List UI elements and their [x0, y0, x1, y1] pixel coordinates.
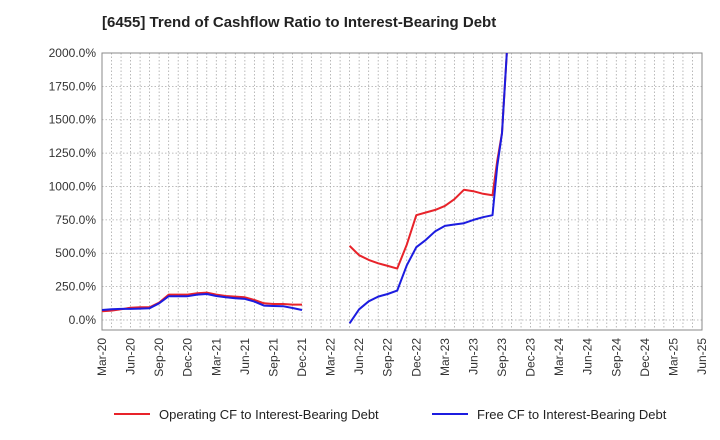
x-tick-label: Mar-23: [438, 338, 452, 376]
x-tick-label: Dec-21: [295, 338, 309, 377]
series-line-0-segment-0: [101, 291, 302, 313]
x-tick-label: Mar-22: [324, 338, 338, 376]
legend-item-operating-cf: Operating CF to Interest-Bearing Debt: [114, 404, 379, 424]
y-tick-label: 750.0%: [55, 213, 96, 227]
series-line-1-segment-1: [348, 52, 508, 324]
series-layer: [101, 52, 508, 324]
x-tick-label: Sep-22: [381, 338, 395, 377]
y-tick-label: 0.0%: [69, 313, 97, 327]
plot-frame: [101, 52, 703, 331]
x-tick-label: Jun-22: [352, 338, 366, 375]
legend-swatch-free-cf: [432, 413, 468, 415]
x-tick-label: Sep-21: [266, 338, 280, 377]
x-tick-label: Dec-23: [524, 338, 538, 377]
x-tick-label: Mar-20: [95, 338, 109, 376]
legend-swatch-operating-cf: [114, 413, 150, 415]
chart-title: [6455] Trend of Cashflow Ratio to Intere…: [102, 14, 497, 31]
series-line-1-segment-0: [101, 293, 303, 311]
axis-layer: 0.0% 250.0% 500.0% 750.0% 1000.0% 1250.0% 1500…: [49, 46, 709, 377]
x-tick-label: Dec-24: [638, 338, 652, 377]
legend-item-free-cf: Free CF to Interest-Bearing Debt: [432, 404, 666, 424]
x-tick-label: Mar-21: [209, 338, 223, 376]
y-tick-label: 500.0%: [55, 246, 96, 260]
series-line-0-segment-1: [348, 52, 508, 270]
x-tick-label: Dec-22: [409, 338, 423, 377]
x-tick-label: Mar-25: [666, 338, 680, 376]
x-tick-label: Jun-24: [581, 338, 595, 375]
x-tick-label: Dec-20: [181, 338, 195, 377]
legend-label-operating-cf: Operating CF to Interest-Bearing Debt: [159, 406, 379, 422]
y-tick-label: 1500.0%: [49, 113, 97, 127]
x-tick-label: Jun-25: [695, 338, 709, 375]
x-tick-label: Jun-21: [238, 338, 252, 375]
x-tick-label: Sep-20: [152, 338, 166, 377]
x-tick-label: Jun-23: [466, 338, 480, 375]
x-tick-label: Mar-24: [552, 338, 566, 376]
y-tick-label: 1000.0%: [49, 179, 97, 193]
y-tick-label: 1750.0%: [49, 79, 97, 93]
x-tick-label: Sep-24: [609, 338, 623, 377]
x-tick-label: Sep-23: [495, 338, 509, 377]
legend-label-free-cf: Free CF to Interest-Bearing Debt: [477, 406, 667, 422]
x-tick-label: Jun-20: [124, 338, 138, 375]
y-tick-label: 250.0%: [55, 280, 96, 294]
y-tick-label: 1250.0%: [49, 146, 97, 160]
grid-layer: [102, 52, 702, 330]
y-tick-label: 2000.0%: [49, 46, 97, 60]
